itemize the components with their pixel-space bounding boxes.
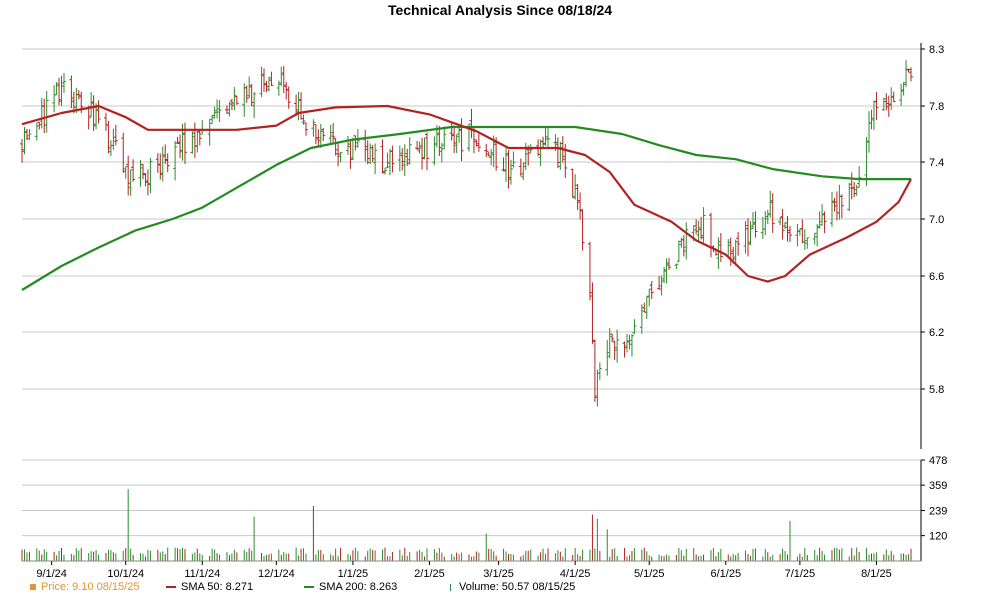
price-tick-label: 7.0 (929, 214, 944, 226)
price-tick-label: 5.8 (929, 384, 944, 396)
volume-tick-label: 478 (929, 455, 947, 467)
x-tick-label: 1/1/25 (338, 568, 369, 580)
legend-sma50-label: SMA 50: 8.271 (181, 581, 254, 593)
grid-layer (22, 48, 921, 537)
legend-sma50: SMA 50: 8.271 (166, 581, 253, 593)
legend-sma200-label: SMA 200: 8.263 (319, 581, 398, 593)
price-tick-label: 7.8 (929, 101, 944, 113)
x-tick-label: 9/1/24 (36, 568, 67, 580)
x-tick-label: 8/1/25 (861, 568, 892, 580)
x-tick-label: 10/1/24 (107, 568, 144, 580)
sma200-line (21, 125, 911, 291)
x-tick-label: 12/1/24 (258, 568, 295, 580)
x-tick-label: 3/1/25 (483, 568, 514, 580)
x-tick-label: 5/1/25 (634, 568, 665, 580)
sma50-line (21, 104, 912, 283)
chart-title: Technical Analysis Since 08/18/24 (387, 2, 613, 18)
legend-price-label: Price: 9.10 08/15/25 (41, 581, 140, 593)
x-tick-label: 4/1/25 (560, 568, 591, 580)
legend-price: Price: 9.10 08/15/25 (30, 581, 139, 593)
volume-tick-label: 120 (929, 531, 947, 543)
x-tick-label: 6/1/25 (710, 568, 741, 580)
legend-volume-label: Volume: 50.57 08/15/25 (459, 581, 576, 593)
legend-sma200-swatch (304, 586, 314, 589)
legend-volume-swatch (450, 583, 451, 591)
x-tick-label: 2/1/25 (414, 568, 445, 580)
price-tick-label: 8.3 (929, 44, 944, 56)
sma-lines (21, 104, 912, 291)
volume-tick-label: 239 (929, 506, 947, 518)
legend-price-swatch (30, 584, 36, 591)
volume-tick-label: 359 (929, 480, 947, 492)
legend-volume: Volume: 50.57 08/15/25 (450, 581, 575, 593)
price-tick-label: 6.6 (929, 271, 944, 283)
legend-sma200: SMA 200: 8.263 (304, 581, 397, 593)
price-tick-label: 6.2 (929, 327, 944, 339)
x-tick-label: 11/1/24 (184, 568, 220, 580)
volume-bars (21, 489, 912, 561)
axes: 5.8 6.2 6.6 7.0 7.4 7.8 8.3 120 239 359 478 9/1/24 1… (22, 43, 947, 580)
legend-sma50-swatch (166, 586, 176, 589)
x-tick-label: 7/1/25 (785, 568, 816, 580)
price-bars (20, 59, 913, 407)
price-tick-label: 7.4 (929, 157, 944, 169)
